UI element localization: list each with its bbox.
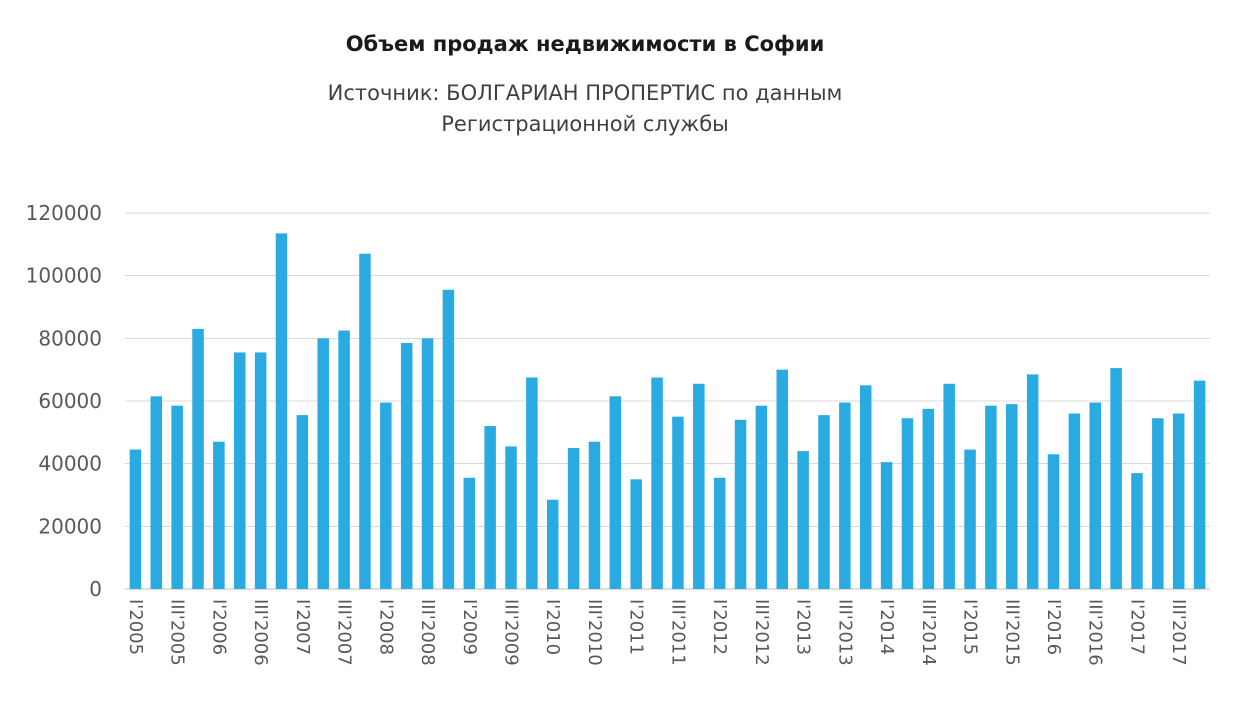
x-tick-label: III'2009 [501,599,522,666]
bar-I-2012 [713,477,726,589]
x-tick-label: I'2017 [1126,599,1147,655]
x-tick-label: III'2013 [834,599,855,666]
chart-subtitle: Источник: БОЛГАРИАН ПРОПЕРТИС по данным … [0,78,1170,140]
x-tick-label: III'2015 [1001,599,1022,666]
chart-subtitle-line2: Регистрационной службы [441,112,729,136]
bar-IV-2016 [1110,368,1122,589]
x-tick-label: I'2014 [876,599,897,655]
bar-II-2005 [150,396,163,589]
bar-IV-2017 [1193,380,1206,589]
x-tick-label: III'2008 [417,599,438,666]
bar-IV-2006 [275,233,288,589]
bar-III-2012 [755,405,768,589]
bar-I-2006 [213,441,225,589]
x-tick-label: III'2014 [918,599,939,666]
x-tick-label: I'2016 [1043,599,1064,655]
x-tick-label: III'2017 [1168,599,1189,666]
bar-III-2011 [672,416,684,589]
x-tick-label: III'2005 [167,599,188,666]
bar-II-2017 [1152,418,1164,589]
bar-II-2013 [818,415,830,589]
x-tick-label: I'2008 [375,599,396,655]
bar-I-2007 [296,415,309,589]
bar-II-2012 [734,419,747,589]
x-tick-label: I'2015 [960,599,981,655]
bar-III-2006 [254,352,267,589]
bar-II-2010 [567,448,580,589]
bar-IV-2011 [693,383,705,589]
bar-I-2016 [1047,454,1060,589]
bar-IV-2009 [526,377,538,589]
bar-IV-2014 [943,383,955,589]
bar-III-2008 [421,338,434,589]
bar-III-2009 [505,446,517,589]
x-tick-label: III'2007 [334,599,355,666]
bar-II-2014 [901,418,914,589]
bar-III-2005 [171,405,183,589]
y-tick-label: 100000 [26,264,102,288]
bar-II-2016 [1068,413,1081,589]
x-tick-label: I'2009 [459,599,480,655]
bar-II-2007 [317,338,329,589]
bar-I-2014 [880,462,893,589]
x-tick-label: III'2016 [1085,599,1106,666]
bar-II-2011 [651,377,663,589]
x-tick-label: I'2007 [292,599,313,655]
x-tick-label: I'2010 [542,599,563,655]
y-tick-label: 60000 [38,389,102,413]
bar-II-2015 [985,405,997,589]
bar-II-2009 [484,426,496,589]
x-tick-label: I'2005 [125,599,146,655]
x-tick-label: III'2011 [667,599,688,666]
sales-bar-chart: 0 20000 40000 60000 80000 100000 120000 I'2005 I… [26,201,1210,666]
bar-III-2015 [1006,404,1018,589]
bar-I-2005 [129,449,142,589]
x-tick-label: I'2013 [793,599,814,655]
bar-I-2013 [797,451,809,589]
chart-header: Объем продаж недвижимости в Софии Источн… [0,0,1170,140]
bar-I-2011 [630,479,642,589]
bar-IV-2005 [192,328,204,589]
x-tick-label: III'2006 [250,599,271,666]
y-tick-label: 40000 [38,452,102,476]
bar-III-2014 [922,408,935,589]
bar-IV-2012 [776,369,789,589]
bar-IV-2008 [442,289,455,589]
y-tick-label: 120000 [26,201,102,225]
bar-III-2010 [588,441,601,589]
bar-I-2015 [964,449,976,589]
x-tick-label: I'2006 [208,599,229,655]
bar-III-2007 [338,330,350,589]
bar-IV-2013 [859,385,872,589]
chart-subtitle-line1: Источник: БОЛГАРИАН ПРОПЕРТИС по данным [327,81,843,105]
bar-I-2008 [380,402,392,589]
y-tick-label: 80000 [38,326,102,350]
bar-IV-2007 [359,253,371,589]
bar-I-2010 [546,499,559,589]
bar-I-2017 [1131,473,1143,589]
chart-title: Объем продаж недвижимости в Софии [345,32,825,56]
bar-III-2016 [1089,402,1101,589]
x-tick-label: I'2011 [626,599,647,655]
bar-III-2017 [1172,413,1185,589]
bar-II-2006 [234,352,246,589]
x-tick-label: III'2010 [584,599,605,666]
bar-I-2009 [463,477,476,589]
bar-IV-2015 [1026,374,1039,589]
y-tick-label: 0 [89,577,102,601]
bar-II-2008 [400,343,413,589]
x-tick-label: III'2012 [751,599,772,666]
bar-IV-2010 [609,396,622,589]
bar-III-2013 [839,402,851,589]
x-tick-label: I'2012 [709,599,730,655]
y-tick-label: 20000 [38,514,102,538]
